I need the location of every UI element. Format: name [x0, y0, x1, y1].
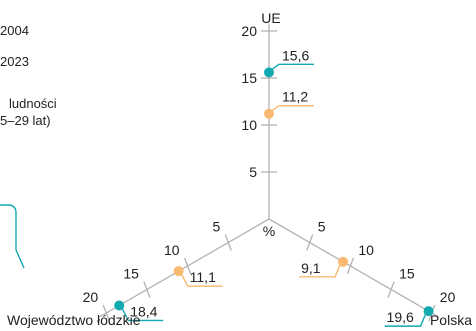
legend-share-line1: ludności — [9, 96, 57, 111]
leader-line-2023-2 — [121, 308, 164, 322]
axis-wojewodztwo-line — [99, 218, 270, 318]
tick-label-polska-5: 5 — [318, 219, 326, 235]
axis-label-wojewodztwo: Województwo łódzkie — [7, 312, 141, 328]
tick-label-wojewodztwo-20: 20 — [83, 289, 99, 305]
unit-label: % — [263, 223, 275, 239]
tick-polska-10 — [346, 257, 355, 275]
axes-layer — [99, 23, 439, 322]
data-point-2023-2[interactable] — [114, 300, 125, 311]
tick-label-polska-20: 20 — [440, 289, 456, 305]
tick-label-polska-15: 15 — [399, 266, 415, 282]
tick-label-wojewodztwo-5: 5 — [213, 219, 221, 235]
data-label-2004-0: 11,2 — [282, 89, 308, 105]
leader-line-2004-1 — [299, 264, 341, 278]
legend-share-line2: 5–29 lat) — [0, 113, 51, 128]
tick-label-ue-10: 10 — [241, 117, 257, 133]
leader-line-2004-2 — [181, 273, 223, 287]
tick-wojewodztwo-20 — [102, 304, 110, 322]
tick-label-polska-10: 10 — [358, 242, 374, 258]
tick-label-wojewodztwo-10: 10 — [164, 242, 180, 258]
data-label-2004-1: 9,1 — [301, 260, 321, 276]
data-point-2004-0[interactable] — [264, 108, 274, 119]
labels-layer: 5 5 5 10 10 10 15 15 15 20 20 20% UE Polska Województw… — [7, 10, 472, 328]
legend-shape-fragment — [0, 204, 25, 269]
data-point-2023-1[interactable] — [423, 306, 434, 317]
axis-label-polska: Polska — [430, 312, 472, 328]
leader-line-2023-1 — [384, 313, 427, 327]
tick-polska-15 — [387, 281, 395, 298]
data-label-2023-2: 18,4 — [130, 303, 157, 319]
data-point-2023-0[interactable] — [264, 67, 274, 78]
data-label-2023-0: 15,6 — [282, 47, 309, 63]
data-point-2004-1[interactable] — [338, 256, 349, 267]
axis-polska-line — [268, 218, 439, 318]
tick-label-ue-15: 15 — [241, 70, 257, 86]
tick-label-wojewodztwo-15: 15 — [123, 266, 139, 282]
tick-wojewodztwo-10 — [183, 257, 192, 275]
leader-line-2023-0 — [271, 63, 314, 70]
tick-wojewodztwo-15 — [143, 281, 151, 298]
tick-wojewodztwo-5 — [224, 234, 232, 251]
tick-label-ue-20: 20 — [241, 23, 257, 39]
tick-label-ue-5: 5 — [249, 164, 257, 180]
axis-label-ue: UE — [261, 10, 280, 26]
data-point-2004-2[interactable] — [173, 266, 184, 277]
legend-year-2023: 2023 — [0, 54, 29, 69]
series-layer — [114, 63, 434, 327]
legend-year-2004: 2004 — [0, 23, 29, 38]
leader-line-2004-0 — [271, 105, 314, 112]
data-label-2004-2: 11,1 — [190, 269, 216, 285]
tick-polska-5 — [306, 234, 314, 251]
data-label-2023-1: 19,6 — [387, 309, 414, 325]
